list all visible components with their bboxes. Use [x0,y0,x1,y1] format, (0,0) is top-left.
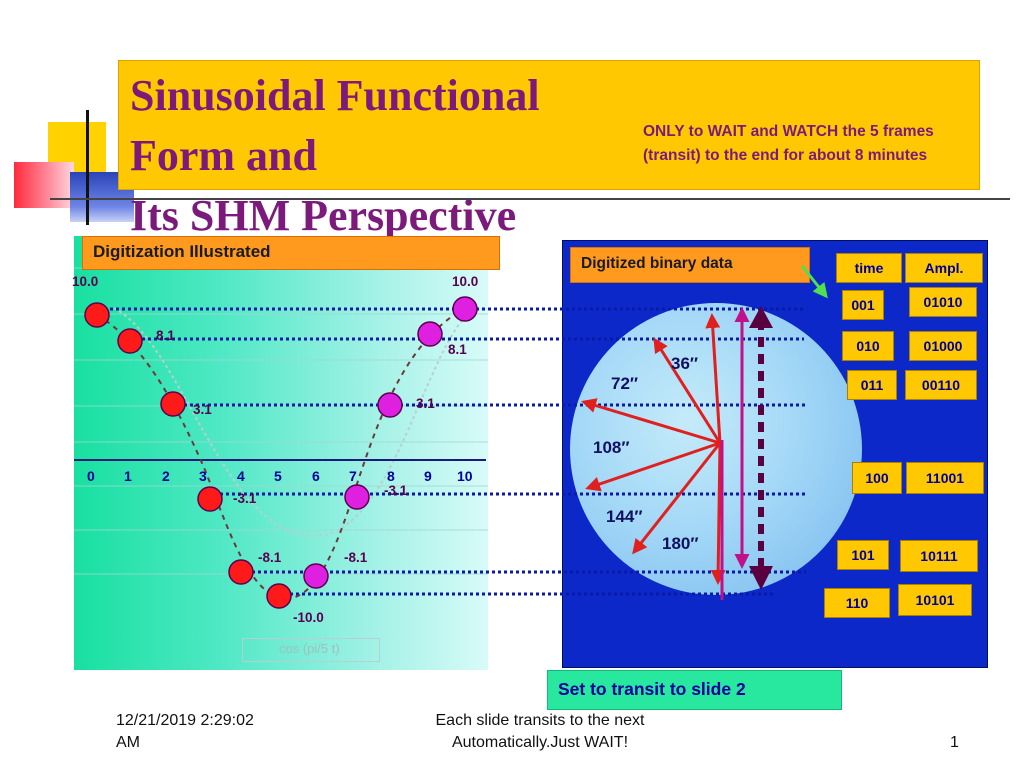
ampl-cell: 01010 [909,287,977,317]
shm-arrow-head-up [749,306,773,328]
value-label: -8.1 [258,550,282,565]
shm-arrow-head-down [749,566,773,590]
transit-notice-text: Set to transit to slide 2 [558,679,746,699]
axis-tick-label: 8 [387,468,395,484]
sample-marker [344,484,370,510]
sample-marker [417,321,443,347]
axis-tick-label: 9 [424,468,432,484]
sample-marker [117,328,143,354]
time-cell: 001 [842,290,884,320]
axis-tick-label: 1 [124,468,132,484]
binary-data-label-text: Digitized binary data [581,255,733,272]
digitization-label-text: Digitization Illustrated [93,242,271,261]
value-label: -3.1 [384,483,408,498]
sample-marker [84,302,110,328]
decor-horizontal-line [50,198,1010,200]
axis-tick-label: 6 [312,468,320,484]
sample-marker [266,583,292,609]
header-ampl: Ampl. [905,253,983,283]
axis-tick-label: 5 [274,468,282,484]
footer-datetime: 12/21/2019 2:29:02 AM [116,710,336,754]
value-label: 10.0 [72,274,99,289]
angle-label: 144″ [606,507,643,526]
digitization-label: Digitization Illustrated [82,236,500,270]
value-label: 8.1 [448,342,467,357]
decor-vertical-line [86,110,89,225]
footer-center-text: Each slide transits to the next Automati… [380,710,700,754]
value-label: -8.1 [344,550,368,565]
ampl-cell: 00110 [905,370,977,400]
footer-datetime-line-2: AM [116,734,140,751]
axis-tick-label: 4 [237,468,245,484]
title-box [118,60,980,190]
axis-tick-label: 3 [199,468,207,484]
ampl-cell: 11001 [906,462,984,494]
angle-label: 108″ [593,438,630,457]
value-label: 3.1 [416,396,435,411]
decor-red-square [14,162,74,208]
sample-marker [303,563,329,589]
time-cell: 101 [837,540,889,570]
value-label: 3.1 [193,402,212,417]
footer-center-line-1: Each slide transits to the next [435,712,645,729]
value-label: 10.0 [452,274,479,289]
angle-label: 72″ [611,374,639,393]
ampl-cell: 10101 [898,584,972,616]
sample-marker [452,296,478,322]
ampl-cell: 01000 [909,331,977,361]
transit-notice: Set to transit to slide 2 [547,670,842,710]
sample-marker [377,392,403,418]
axis-tick-label: 7 [349,468,357,484]
faint-legend-label: cos (pi/5 t) [279,641,340,656]
phase-arrows [581,313,726,585]
axis-tick-label: 2 [162,468,170,484]
value-label: -3.1 [233,491,257,506]
page-number: 1 [950,734,959,751]
time-cell: 010 [842,331,894,361]
sample-marker [197,486,223,512]
footer-datetime-line-1: 12/21/2019 2:29:02 [116,712,254,729]
angle-label: 180″ [662,534,699,553]
ampl-cell: 10111 [900,540,978,572]
angle-label: 36″ [671,354,699,373]
wait-note: ONLY to WAIT and WATCH the 5 frames (tra… [643,123,934,164]
footer-center-line-2: Automatically.Just WAIT! [451,734,629,751]
time-cell: 011 [847,370,897,400]
faint-legend-box: cos (pi/5 t) [242,638,380,662]
time-cell: 100 [852,462,902,494]
header-time: time [836,253,902,283]
sample-marker [228,559,254,585]
amplitude-guide-lines [98,307,806,596]
value-label: 8.1 [156,328,175,343]
amplitude-arrows [720,307,750,600]
axis-tick-label: 0 [87,468,95,484]
time-cell: 110 [824,588,890,618]
value-label: -10.0 [293,610,324,625]
axis-tick-label: 10 [457,468,473,484]
pointer-arrow [800,265,828,299]
sample-marker [160,391,186,417]
slide-title-line-1: Sinusoidal Functional Form and [130,71,540,180]
binary-data-label: Digitized binary data [570,247,810,283]
